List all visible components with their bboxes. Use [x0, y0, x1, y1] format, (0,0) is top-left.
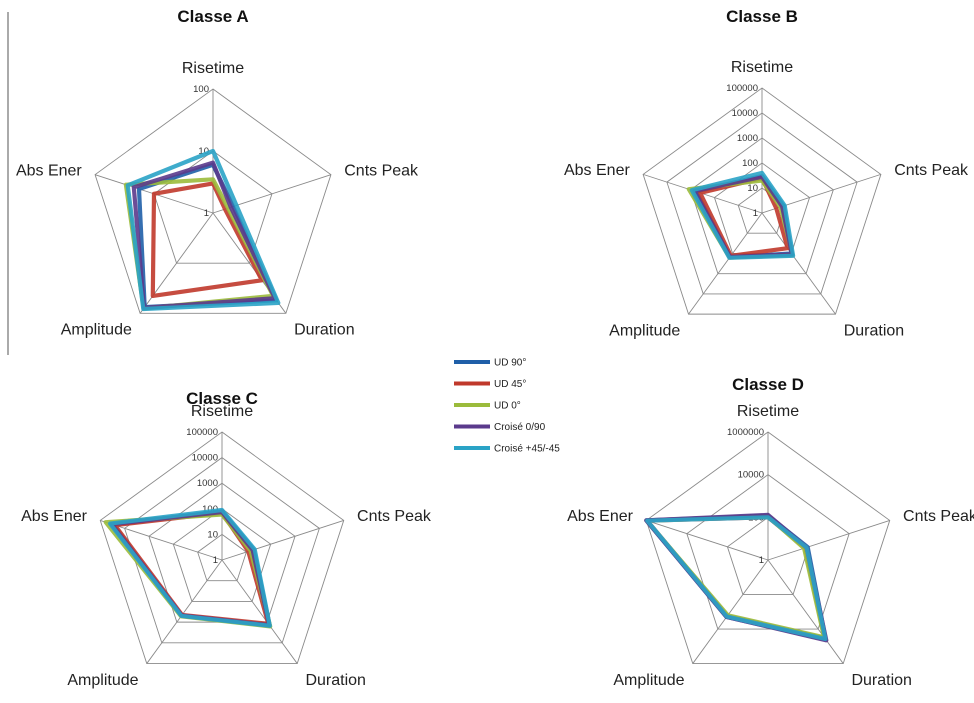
tick-label: 10000	[192, 453, 218, 464]
series-line	[689, 170, 796, 260]
axis-label: Duration	[844, 322, 904, 339]
series-line	[109, 509, 272, 628]
tick-label: 100000	[726, 83, 758, 94]
axis-label: Abs Ener	[564, 162, 630, 179]
series-line	[110, 509, 272, 628]
legend-item: Croisé +45/-45	[454, 444, 560, 455]
series-line	[644, 512, 829, 643]
axis-spoke	[221, 559, 298, 664]
axis-label: Duration	[851, 672, 911, 689]
tick-label: 100	[202, 504, 218, 515]
axis-label: Risetime	[737, 403, 799, 420]
tick-label: 10	[198, 146, 209, 157]
grid-ring	[645, 431, 891, 665]
axis-spoke	[221, 520, 344, 561]
tick-label: 10000	[738, 470, 764, 481]
tick-label: 1000000	[727, 427, 764, 438]
axis-spoke	[688, 212, 763, 315]
legend-item: UD 0°	[454, 401, 521, 412]
radar-chart-1: Classe A 1 10 100 Risetime Cnts Peak Duration A…	[16, 7, 419, 339]
axis-label: Risetime	[191, 403, 253, 420]
grid-ring	[94, 88, 332, 314]
tick-label: 1	[759, 555, 764, 566]
axis-label: Abs Ener	[16, 162, 82, 179]
tick-label: 100	[742, 158, 758, 169]
axis-spoke	[767, 559, 844, 664]
legend-label: UD 0°	[494, 401, 521, 412]
legend-item: UD 45°	[454, 379, 526, 390]
tick-label: 10000	[732, 108, 758, 119]
grid-ring	[153, 150, 273, 264]
grid-ring	[642, 87, 882, 315]
axis-label: Amplitude	[61, 322, 132, 339]
series-line	[131, 160, 277, 310]
tick-label: 100	[193, 84, 209, 95]
series-line	[125, 148, 281, 312]
chart-title: Classe D	[732, 375, 804, 394]
grid-ring	[666, 112, 858, 295]
axis-spoke	[767, 520, 890, 561]
tick-label: 10	[207, 529, 218, 540]
tick-label: 1	[204, 208, 209, 219]
grid-ring	[172, 508, 272, 602]
tick-label: 1000	[197, 478, 218, 489]
grid-ring	[99, 431, 345, 665]
axis-spoke	[146, 559, 223, 664]
axis-label: Duration	[294, 322, 354, 339]
legend-label: UD 90°	[494, 358, 526, 369]
chart-title: Classe C	[186, 389, 258, 408]
axis-label: Cnts Peak	[344, 162, 419, 179]
tick-label: 10	[747, 183, 758, 194]
chart-title: Classe B	[726, 7, 798, 26]
axis-spoke	[646, 520, 769, 561]
tick-label: 100000	[186, 427, 218, 438]
axis-label: Amplitude	[67, 672, 138, 689]
axis-label: Risetime	[182, 60, 244, 77]
grid-ring	[690, 137, 834, 275]
series-line	[697, 176, 790, 258]
axis-label: Duration	[305, 672, 365, 689]
series-line	[103, 512, 273, 629]
axis-label: Cnts Peak	[894, 162, 969, 179]
axis-label: Amplitude	[609, 322, 680, 339]
legend-label: Croisé 0/90	[494, 422, 546, 433]
chart-title: Classe A	[177, 7, 248, 26]
grid-ring	[686, 474, 850, 630]
tick-label: 1000	[737, 133, 758, 144]
axis-label: Cnts Peak	[357, 508, 432, 525]
legend: UD 90° UD 45° UD 0° Croisé 0/90 Croisé +45/-…	[454, 358, 560, 455]
series-line	[150, 181, 264, 298]
axis-label: Amplitude	[613, 672, 684, 689]
axis-spoke	[100, 520, 223, 561]
axis-spoke	[761, 212, 836, 315]
series-line	[645, 515, 828, 642]
axis-label: Risetime	[731, 59, 793, 76]
axis-spoke	[692, 559, 769, 664]
legend-label: Croisé +45/-45	[494, 444, 560, 455]
tick-label: 1	[753, 208, 758, 219]
legend-item: Croisé 0/90	[454, 422, 546, 433]
legend-item: UD 90°	[454, 358, 526, 369]
legend-label: UD 45°	[494, 379, 526, 390]
grid-ring	[197, 533, 247, 582]
radar-chart-2: Classe B 1 10 100 1000 10000 100000 Risetime Cnt…	[564, 7, 969, 339]
tick-label: 1	[213, 555, 218, 566]
charts-group: Classe A 1 10 100 Risetime Cnts Peak Duration A…	[16, 7, 974, 689]
series-line	[107, 507, 272, 628]
radar-chart-3: Classe C 1 10 100 1000 10000 100000 Risetime Cnt…	[21, 389, 432, 689]
axis-label: Cnts Peak	[903, 508, 974, 525]
axis-label: Abs Ener	[567, 508, 633, 525]
grid-ring	[124, 457, 320, 644]
axis-label: Abs Ener	[21, 508, 87, 525]
